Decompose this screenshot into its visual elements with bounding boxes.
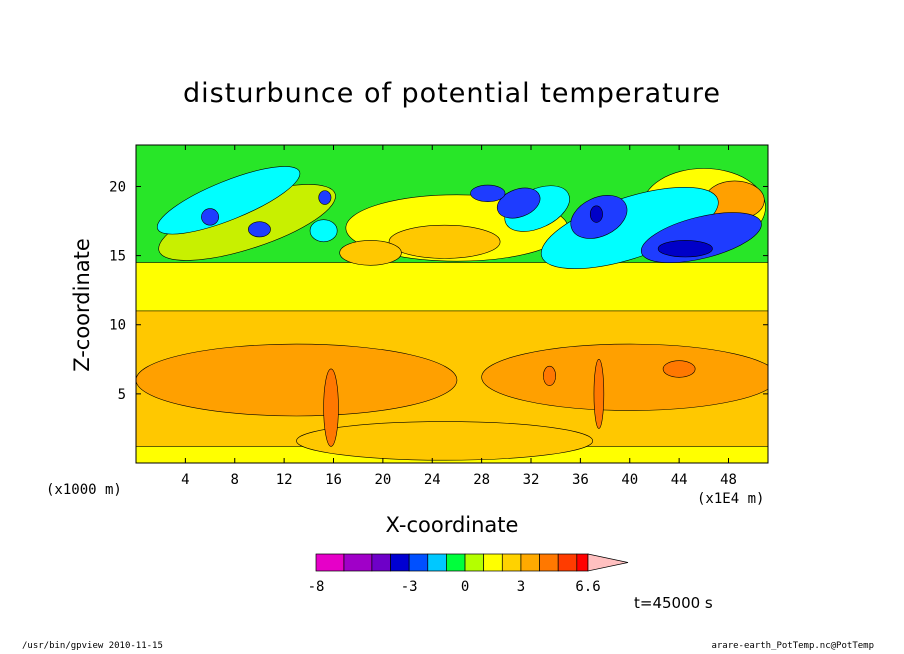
- colorbar-segment: [315, 553, 345, 572]
- y-tick-label: 5: [118, 387, 126, 403]
- field-cyan-a: [156, 166, 301, 235]
- colorbar-segment: [483, 553, 503, 572]
- x-tick-label: 28: [473, 472, 490, 488]
- colorbar-label: 3: [517, 579, 525, 595]
- x-tick-label: 16: [325, 472, 342, 488]
- colorbar-segment: [446, 553, 466, 572]
- field-blob-orange-a: [662, 360, 696, 378]
- x-tick-label: 8: [231, 472, 239, 488]
- x-tick-label: 12: [276, 472, 293, 488]
- y-tick-label: 10: [109, 318, 126, 334]
- colorbar-label: 0: [461, 579, 469, 595]
- colorbar-segment: [557, 553, 578, 572]
- x-tick-label: 48: [720, 472, 737, 488]
- y-axis-ticks: 5 10 15 20: [109, 179, 768, 403]
- colorbar-segment: [576, 553, 589, 572]
- footer-right: arare-earth_PotTemp.nc@PotTemp: [711, 641, 874, 651]
- x-axis-label: X-coordinate: [385, 513, 519, 537]
- y-tick-label: 15: [109, 249, 126, 265]
- y-tick-label: 20: [109, 179, 126, 195]
- colorbar-segment: [390, 553, 410, 572]
- chart-title: disturbunce of potential temperature: [183, 78, 721, 109]
- colorbar-segment: [501, 553, 522, 572]
- x-scale-label: (x1E4 m): [697, 491, 765, 507]
- field-upper-gold-b: [339, 240, 402, 266]
- plot-frame: [135, 144, 769, 464]
- colorbar-label: -8: [308, 579, 325, 595]
- x-tick-label: 20: [374, 472, 391, 488]
- colorbar-label: -3: [401, 579, 418, 595]
- x-tick-label: 24: [424, 472, 441, 488]
- colorbar: -8 -3 0 3 6.6: [308, 553, 629, 595]
- field-blue-g: [318, 190, 332, 205]
- field-blue-e: [201, 208, 220, 226]
- x-unit-label: (x1000 m): [46, 482, 122, 498]
- colorbar-segment: [371, 553, 391, 572]
- field-orange-left: [136, 343, 458, 417]
- field-plume-b: [593, 359, 605, 429]
- colorbar-segment: [408, 553, 429, 572]
- x-tick-label: 36: [572, 472, 589, 488]
- x-axis-ticks: 4 8 12 16 20 24 28 32 36 40 44 48: [181, 145, 737, 488]
- colorbar-segment: [343, 553, 373, 572]
- x-tick-label: 40: [621, 472, 638, 488]
- colorbar-label: 6.6: [575, 579, 600, 595]
- field-upper-gold-a: [388, 224, 501, 259]
- colorbar-extend-arrow: [587, 553, 629, 572]
- time-label: t=45000 s: [634, 594, 713, 612]
- colorbar-segment: [520, 553, 540, 572]
- contour-field: [136, 145, 768, 463]
- field-plume-a: [323, 368, 339, 447]
- field-blue-c: [496, 187, 541, 219]
- colorbar-segment: [539, 553, 559, 572]
- colorbar-segment: [427, 553, 447, 572]
- field-blue-f: [248, 221, 271, 238]
- colorbar-segment: [464, 553, 485, 572]
- field-cyan-d: [309, 219, 338, 243]
- footer-left: /usr/bin/gpview 2010-11-15: [22, 641, 163, 651]
- field-blue-d: [470, 184, 506, 202]
- field-deep-blue-b: [589, 205, 603, 223]
- field-deep-blue-a: [657, 240, 713, 258]
- field-lower-gold: [296, 421, 594, 461]
- field-orange-right: [481, 343, 768, 411]
- x-tick-label: 4: [181, 472, 189, 488]
- field-blob-orange-b: [543, 365, 556, 386]
- x-tick-label: 44: [671, 472, 688, 488]
- x-tick-label: 32: [523, 472, 540, 488]
